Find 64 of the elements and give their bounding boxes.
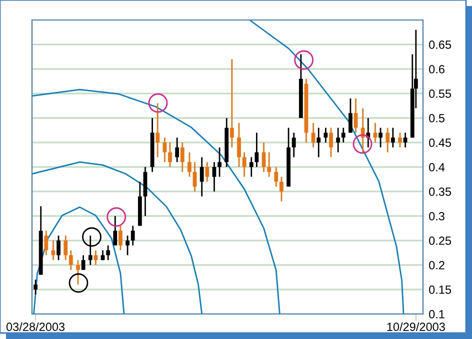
- candlestick: [34, 279, 38, 296]
- line-series: [33, 206, 125, 314]
- candlestick: [212, 161, 216, 192]
- candlestick: [56, 234, 60, 261]
- candlestick: [398, 132, 402, 148]
- y-tick-label: 0.4: [429, 163, 445, 172]
- y-tick-label: 0.55: [429, 90, 452, 98]
- candlestick: [311, 122, 316, 148]
- y-tick-label: 0.15: [429, 286, 452, 294]
- candlestick: [390, 127, 395, 148]
- candlestick: [348, 98, 352, 134]
- candlestick: [68, 250, 73, 271]
- candlestick: [44, 230, 48, 256]
- candlestick: [64, 234, 68, 261]
- candlestick: [188, 152, 192, 178]
- candlestick: [162, 136, 167, 163]
- candlestick: [324, 127, 328, 144]
- candlestick: [354, 98, 358, 134]
- candlestick: [316, 127, 321, 158]
- candlestick: [274, 166, 278, 188]
- candlestick: [205, 161, 210, 182]
- candlestick: [249, 156, 254, 178]
- y-tick-label: 0.45: [429, 138, 452, 147]
- y-tick-label: 0.2: [429, 261, 444, 270]
- candlestick: [106, 244, 110, 261]
- y-tick-label: 0.5: [429, 114, 444, 122]
- line-series: [32, 161, 203, 314]
- candlestick: [230, 58, 234, 148]
- candlestick: [76, 259, 80, 286]
- candlestick: [292, 132, 296, 158]
- candlestick: [113, 215, 118, 246]
- candlestick: [237, 122, 241, 168]
- candlestick: [280, 176, 284, 202]
- candlestick: [94, 250, 98, 266]
- candlestick: [267, 152, 272, 178]
- x-tick-label: 10/29/2003: [387, 322, 445, 332]
- candlestick: [242, 152, 246, 178]
- line-series: [32, 88, 280, 314]
- y-tick-label: 0.35: [429, 188, 452, 196]
- candlestick: [81, 254, 86, 271]
- x-tick-label: 03/28/2003: [6, 322, 65, 332]
- y-tick-label: 0.25: [429, 236, 452, 245]
- candlestick: [329, 127, 333, 158]
- candlestick: [200, 156, 204, 198]
- y-tick-label: 0.1: [429, 310, 444, 318]
- candlestick: [156, 102, 160, 158]
- candlestick: [336, 127, 340, 153]
- candlestick: [378, 127, 382, 148]
- candlestick: [403, 132, 408, 148]
- line-series: [248, 20, 404, 314]
- y-tick-label: 0.3: [429, 212, 444, 220]
- candlestick: [218, 146, 222, 178]
- y-tick-label: 0.6: [429, 65, 444, 74]
- y-tick-label: 0.65: [429, 40, 452, 49]
- candlestick: [175, 136, 180, 163]
- candlestick: [126, 234, 130, 256]
- candlestick: [373, 122, 378, 144]
- candlestick: [254, 132, 259, 168]
- candlestick: [168, 142, 172, 168]
- candlestick: [180, 142, 184, 173]
- candlestick: [130, 225, 135, 246]
- candlestick: [341, 127, 346, 144]
- candlestick: [118, 225, 122, 251]
- candlestick: [386, 127, 390, 153]
